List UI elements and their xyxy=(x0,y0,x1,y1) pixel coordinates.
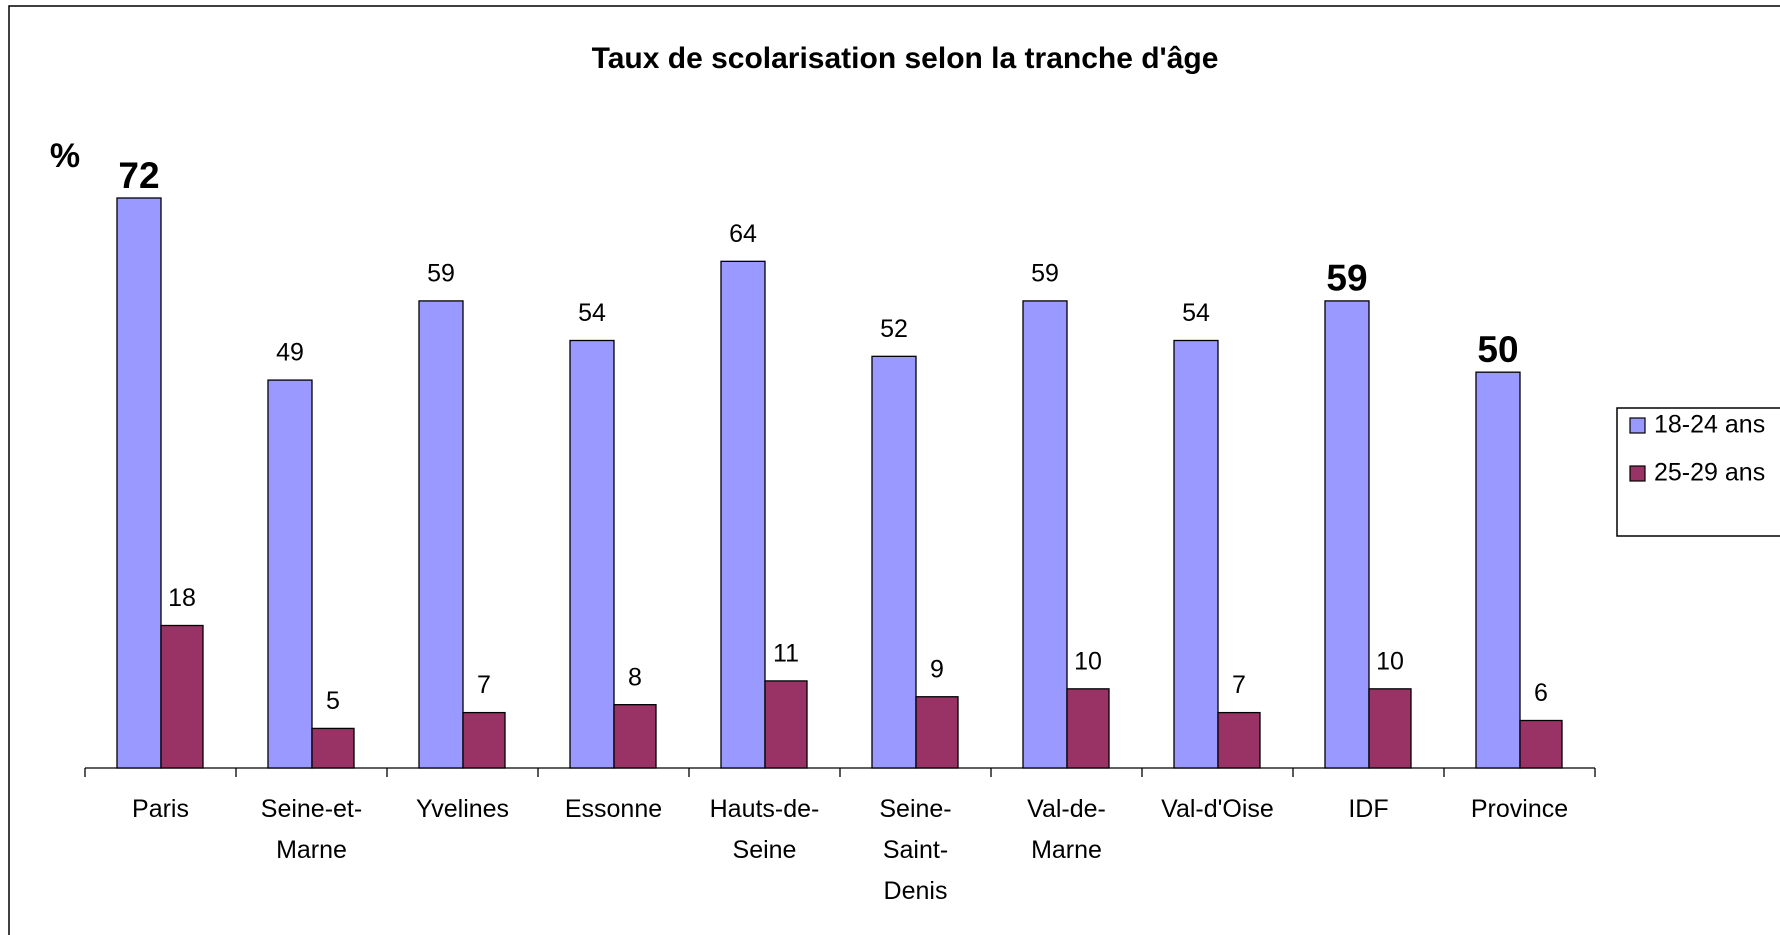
bar xyxy=(116,197,162,769)
bar xyxy=(1368,688,1412,769)
data-label: 52 xyxy=(880,315,908,343)
data-label: 7 xyxy=(477,671,491,699)
bar xyxy=(1173,339,1219,769)
bar xyxy=(1519,719,1563,769)
x-tick-label: IDF xyxy=(1348,795,1388,823)
bar xyxy=(267,379,313,769)
x-tick-label: Val-de-Marne xyxy=(1027,795,1106,864)
bar xyxy=(915,696,959,769)
bar xyxy=(311,727,355,769)
x-tick-label: Seine-Saint-Denis xyxy=(879,795,951,905)
bar xyxy=(871,355,917,769)
bar xyxy=(613,704,657,769)
legend-label: 18-24 ans xyxy=(1654,411,1765,439)
bar xyxy=(720,260,766,769)
bar xyxy=(1217,711,1261,769)
x-tick-label: Val-d'Oise xyxy=(1161,795,1274,823)
data-label: 6 xyxy=(1534,679,1548,707)
bar xyxy=(1324,300,1370,769)
x-tick-label: Yvelines xyxy=(416,795,509,823)
data-label: 18 xyxy=(168,584,196,612)
legend-swatch xyxy=(1629,417,1646,434)
data-label: 49 xyxy=(276,339,304,367)
data-label: 8 xyxy=(628,663,642,691)
chart-title: Taux de scolarisation selon la tranche d… xyxy=(592,42,1219,75)
legend-swatch xyxy=(1629,465,1646,482)
legend-label: 25-29 ans xyxy=(1654,459,1765,487)
bar xyxy=(569,339,615,769)
x-tick-label: Seine-et-Marne xyxy=(261,795,362,864)
bar xyxy=(1066,688,1110,769)
bar xyxy=(1475,371,1521,769)
bar xyxy=(764,680,808,769)
data-label: 7 xyxy=(1232,671,1246,699)
bar xyxy=(1022,300,1068,769)
data-label: 50 xyxy=(1477,329,1518,370)
bar xyxy=(418,300,464,769)
data-label: 72 xyxy=(118,155,159,196)
data-label: 10 xyxy=(1074,647,1102,675)
x-tick-label: Hauts-de-Seine xyxy=(710,795,820,864)
data-label: 59 xyxy=(1326,258,1367,299)
x-tick-label: Paris xyxy=(132,795,189,823)
data-label: 9 xyxy=(930,655,944,683)
x-tick-label: Essonne xyxy=(565,795,662,823)
data-label: 5 xyxy=(326,687,340,715)
data-label: 59 xyxy=(427,260,455,288)
data-label: 11 xyxy=(773,640,799,668)
bar xyxy=(160,624,204,769)
data-label: 54 xyxy=(1182,299,1210,327)
data-label: 64 xyxy=(729,220,757,248)
data-label: 10 xyxy=(1376,647,1404,675)
data-label: 54 xyxy=(578,299,606,327)
y-axis-label: % xyxy=(50,137,80,175)
bar xyxy=(462,711,506,769)
x-tick-label: Province xyxy=(1471,795,1568,823)
data-label: 59 xyxy=(1031,260,1059,288)
